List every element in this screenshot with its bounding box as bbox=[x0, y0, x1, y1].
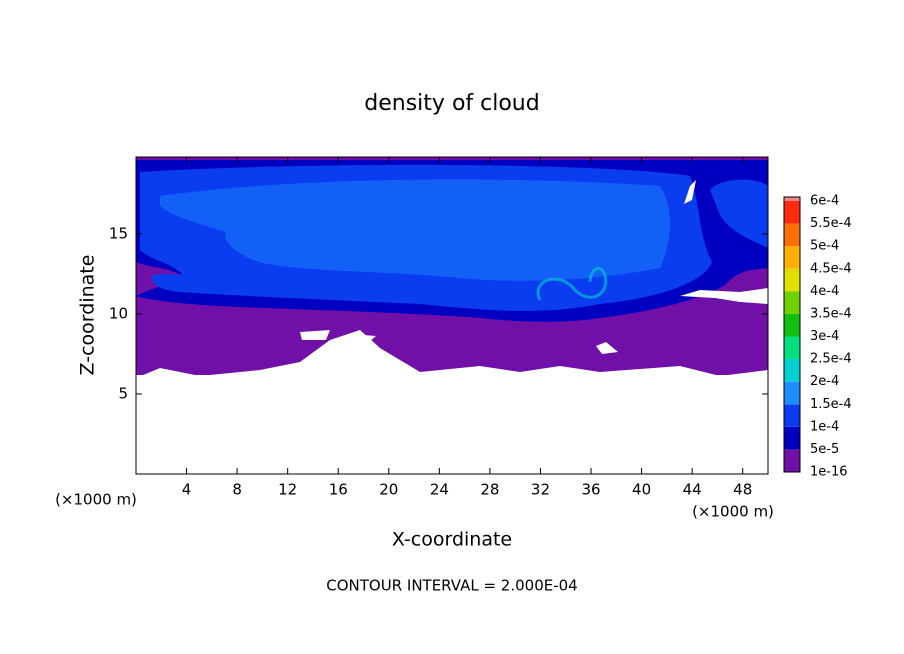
colorbar-swatch bbox=[784, 313, 800, 337]
colorbar-swatch bbox=[784, 268, 800, 292]
colorbar-label: 5e-5 bbox=[810, 442, 839, 457]
y-unit-label: (×1000 m) bbox=[55, 491, 137, 509]
colorbar-label: 6e-4 bbox=[810, 194, 839, 209]
blank-area bbox=[596, 342, 618, 354]
blank-area bbox=[300, 334, 376, 372]
blank-area bbox=[684, 180, 696, 204]
y-tick-label: 5 bbox=[118, 384, 128, 402]
blank-area bbox=[136, 330, 768, 380]
x-tick-label: 24 bbox=[430, 481, 449, 499]
colorbar-swatch bbox=[784, 336, 800, 360]
x-axis-label: X-coordinate bbox=[392, 529, 512, 551]
y-axis-label: Z-coordinate bbox=[77, 255, 99, 376]
colorbar-swatch bbox=[784, 246, 800, 269]
colorbar-swatch bbox=[784, 381, 800, 405]
colorbar-label: 4e-4 bbox=[810, 284, 839, 299]
field-region bbox=[710, 179, 768, 248]
y-tick-label: 15 bbox=[109, 224, 128, 242]
chart-title: density of cloud bbox=[364, 91, 539, 116]
x-tick-label: 16 bbox=[329, 481, 348, 499]
colorbar-swatch bbox=[784, 197, 800, 201]
field-region bbox=[160, 179, 670, 281]
colorbar-swatch bbox=[784, 404, 800, 427]
y-tick-label: 10 bbox=[109, 304, 128, 322]
x-unit-label: (×1000 m) bbox=[692, 503, 774, 521]
x-tick-label: 28 bbox=[480, 481, 499, 499]
colorbar-label: 2.5e-4 bbox=[810, 352, 852, 367]
colorbar-swatch bbox=[784, 291, 800, 314]
blank-area bbox=[136, 375, 768, 474]
colorbar-swatch bbox=[784, 426, 800, 450]
field-region bbox=[140, 164, 712, 311]
colorbar-label: 1.5e-4 bbox=[810, 397, 852, 412]
x-tick-label: 4 bbox=[182, 481, 192, 499]
colorbar-label: 4.5e-4 bbox=[810, 261, 852, 276]
x-tick-label: 48 bbox=[733, 481, 752, 499]
blank-area bbox=[300, 330, 330, 340]
x-tick-label: 8 bbox=[232, 481, 242, 499]
x-tick-label: 40 bbox=[632, 481, 651, 499]
colorbar-swatch bbox=[784, 223, 800, 247]
plot-frame bbox=[135, 156, 769, 475]
colorbar-label: 3e-4 bbox=[810, 329, 839, 344]
footnote: CONTOUR INTERVAL = 2.000E-04 bbox=[326, 577, 577, 595]
colorbar-label: 3.5e-4 bbox=[810, 306, 852, 321]
x-tick-label: 36 bbox=[581, 481, 600, 499]
field-region bbox=[536, 266, 608, 301]
colorbar-label: 5.5e-4 bbox=[810, 216, 852, 231]
colorbar-swatch bbox=[784, 359, 800, 382]
colorbar-label: 2e-4 bbox=[810, 374, 839, 389]
blank-area bbox=[680, 288, 768, 304]
colorbar-label: 1e-16 bbox=[810, 465, 848, 480]
x-tick-label: 32 bbox=[531, 481, 550, 499]
colorbar-frame bbox=[783, 196, 801, 473]
colorbar-label: 1e-4 bbox=[810, 419, 839, 434]
x-tick-label: 44 bbox=[683, 481, 702, 499]
colorbar-label: 5e-4 bbox=[810, 239, 839, 254]
x-tick-label: 20 bbox=[379, 481, 398, 499]
colorbar-swatch bbox=[784, 201, 800, 224]
x-tick-label: 12 bbox=[278, 481, 297, 499]
colorbar-swatch bbox=[784, 449, 800, 472]
